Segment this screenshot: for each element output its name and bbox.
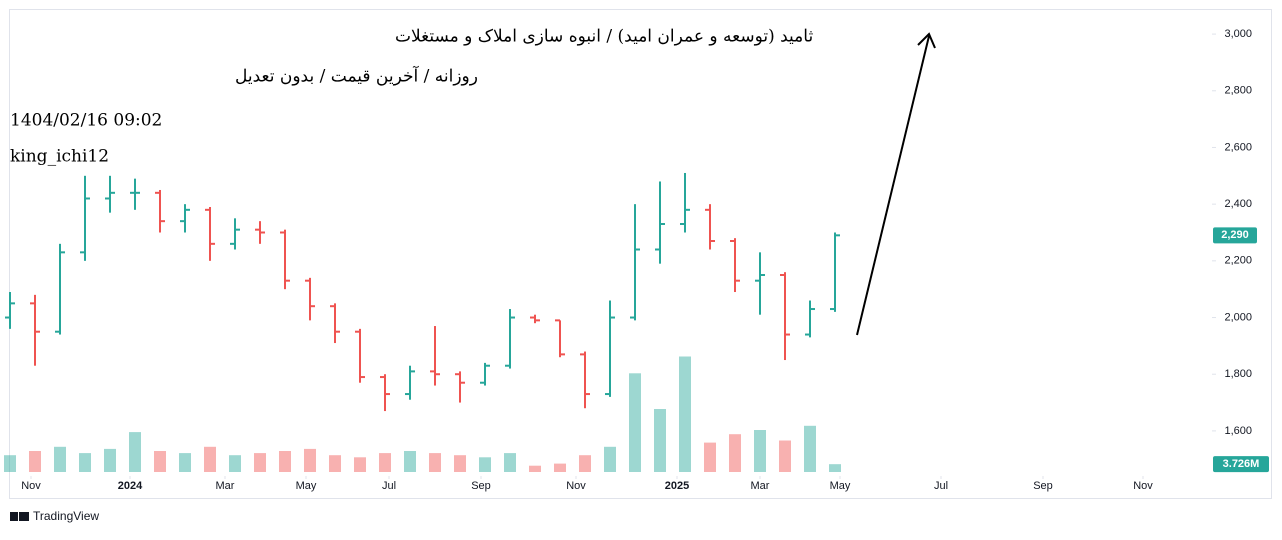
volume-bar bbox=[154, 451, 166, 472]
volume-bar bbox=[604, 446, 616, 472]
last-price-badge bbox=[1213, 227, 1257, 244]
volume-bar bbox=[629, 373, 641, 472]
volume-bar bbox=[529, 465, 541, 472]
y-tick-label: 2,600 bbox=[1224, 141, 1252, 153]
frame bbox=[9, 9, 1272, 499]
volume-bar bbox=[54, 446, 66, 472]
y-tick-label: 1,800 bbox=[1224, 368, 1252, 380]
y-tick-label: 3,000 bbox=[1224, 28, 1252, 40]
author: king_ichi12 bbox=[10, 147, 109, 167]
last-volume-label: 3.726M bbox=[1223, 458, 1260, 470]
volume-bar bbox=[804, 425, 816, 472]
x-tick-label: 2025 bbox=[665, 480, 689, 492]
volume-bar bbox=[229, 455, 241, 472]
volume-bar bbox=[579, 455, 591, 472]
x-tick-label: May bbox=[830, 480, 851, 492]
volume-bar bbox=[204, 446, 216, 472]
volume-bar bbox=[179, 453, 191, 472]
volume-bar bbox=[704, 442, 716, 472]
y-tick-label: 1,600 bbox=[1224, 425, 1252, 437]
volume-bar bbox=[779, 440, 791, 472]
volume-bar bbox=[754, 430, 766, 472]
volume-bar bbox=[104, 448, 116, 472]
footer-brand: TradingView bbox=[33, 509, 99, 523]
x-tick-label: Sep bbox=[471, 480, 491, 492]
y-tick-label: 2,400 bbox=[1224, 198, 1252, 210]
x-tick-label: Nov bbox=[566, 480, 586, 492]
volume-bar bbox=[329, 455, 341, 472]
volume-bar bbox=[554, 463, 566, 472]
volume-bar bbox=[429, 453, 441, 472]
x-tick-label: Sep bbox=[1033, 480, 1053, 492]
volume-bar bbox=[829, 464, 841, 472]
volume-bar bbox=[504, 453, 516, 472]
plot-area bbox=[4, 172, 841, 472]
timestamp: 1404/02/16 09:02 bbox=[10, 111, 162, 131]
x-tick-label: Nov bbox=[1133, 480, 1153, 492]
volume-bar bbox=[254, 453, 266, 472]
chart-subtitle: روزانه / آخرین قیمت / بدون تعدیل bbox=[235, 65, 478, 87]
y-tick-label: 2,800 bbox=[1224, 85, 1252, 97]
x-tick-label: 2024 bbox=[118, 480, 143, 492]
volume-bar bbox=[129, 432, 141, 472]
volume-bar bbox=[279, 451, 291, 472]
volume-bar bbox=[29, 451, 41, 472]
last-price-label: 2,290 bbox=[1221, 229, 1249, 241]
x-tick-label: Mar bbox=[216, 480, 235, 492]
x-tick-label: Nov bbox=[21, 480, 41, 492]
logo bbox=[10, 512, 29, 521]
y-tick-label: 2,200 bbox=[1224, 255, 1252, 267]
y-tick-label: 2,000 bbox=[1224, 311, 1252, 323]
volume-bar bbox=[304, 448, 316, 472]
volume-bar bbox=[379, 453, 391, 472]
last-volume-badge bbox=[1213, 456, 1269, 473]
volume-bar bbox=[654, 409, 666, 472]
x-tick-label: May bbox=[296, 480, 317, 492]
volume-bar bbox=[404, 451, 416, 472]
volume-bar bbox=[79, 453, 91, 472]
chart-title: ثامید (توسعه و عمران امید) / انبوه سازی … bbox=[395, 27, 813, 47]
volume-bar bbox=[354, 457, 366, 472]
x-tick-label: Jul bbox=[382, 480, 396, 492]
volume-bar bbox=[729, 434, 741, 472]
x-tick-label: Mar bbox=[751, 480, 770, 492]
volume-bar bbox=[454, 455, 466, 472]
annotation-arrow bbox=[856, 32, 936, 336]
volume-bar bbox=[479, 457, 491, 472]
volume-bar bbox=[4, 455, 16, 472]
volume-bar bbox=[679, 356, 691, 472]
x-tick-label: Jul bbox=[934, 480, 948, 492]
